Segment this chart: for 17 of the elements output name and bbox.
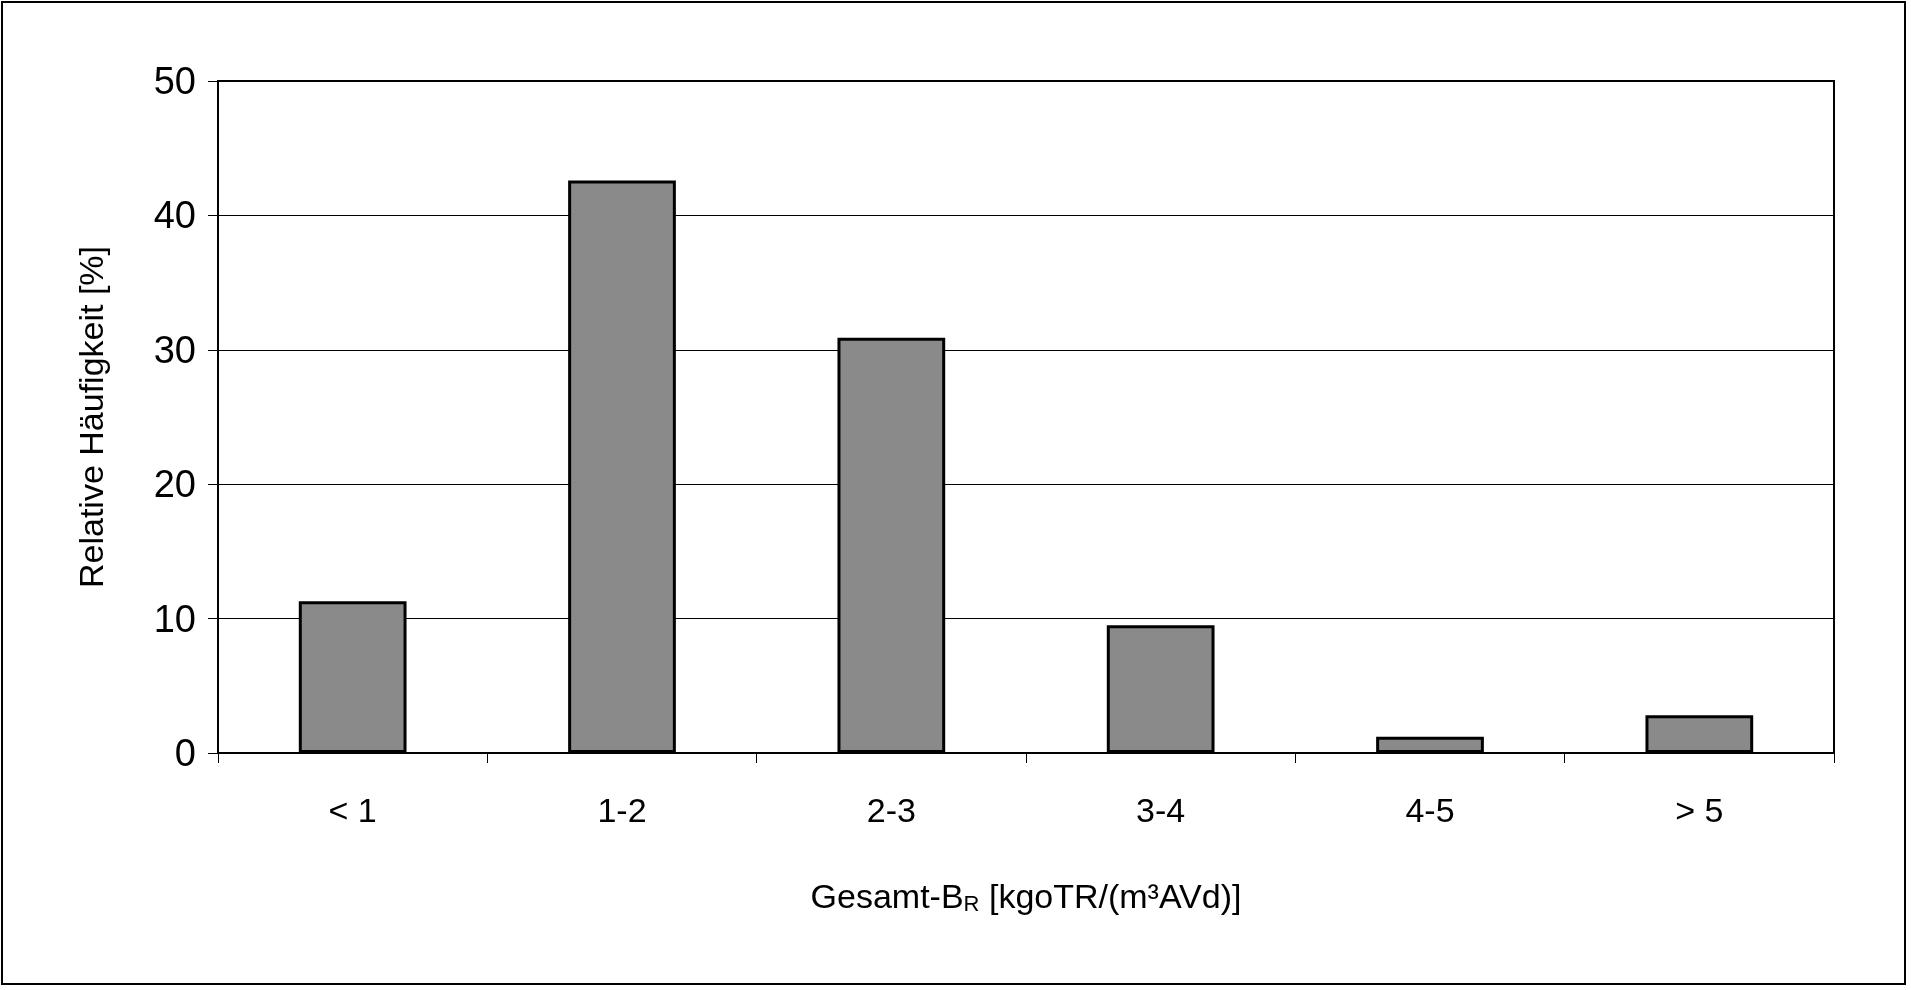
y-tick-label: 50 [153,60,196,102]
y-tick-label: 20 [153,463,196,506]
x-tick-label: 3-4 [1136,791,1186,829]
x-axis-title: Gesamt-BR [kgoTR/(m³AVd)] [810,877,1242,916]
y-tick-label: 30 [153,328,196,371]
y-axis-title: Relative Häufigkeit [%] [72,245,110,589]
y-tick-label: 0 [174,732,196,774]
x-tick-label: 4-5 [1405,791,1455,829]
x-tick-label: 2-3 [866,791,916,829]
x-tick-label: 1-2 [597,791,647,829]
x-tick-label: > 5 [1675,791,1724,829]
bar [1645,715,1754,753]
y-tick-label: 40 [153,194,196,237]
bar [1376,736,1484,753]
bar [1106,625,1215,753]
x-tick-label: < 1 [328,791,377,829]
y-tick-label: 10 [153,597,196,640]
